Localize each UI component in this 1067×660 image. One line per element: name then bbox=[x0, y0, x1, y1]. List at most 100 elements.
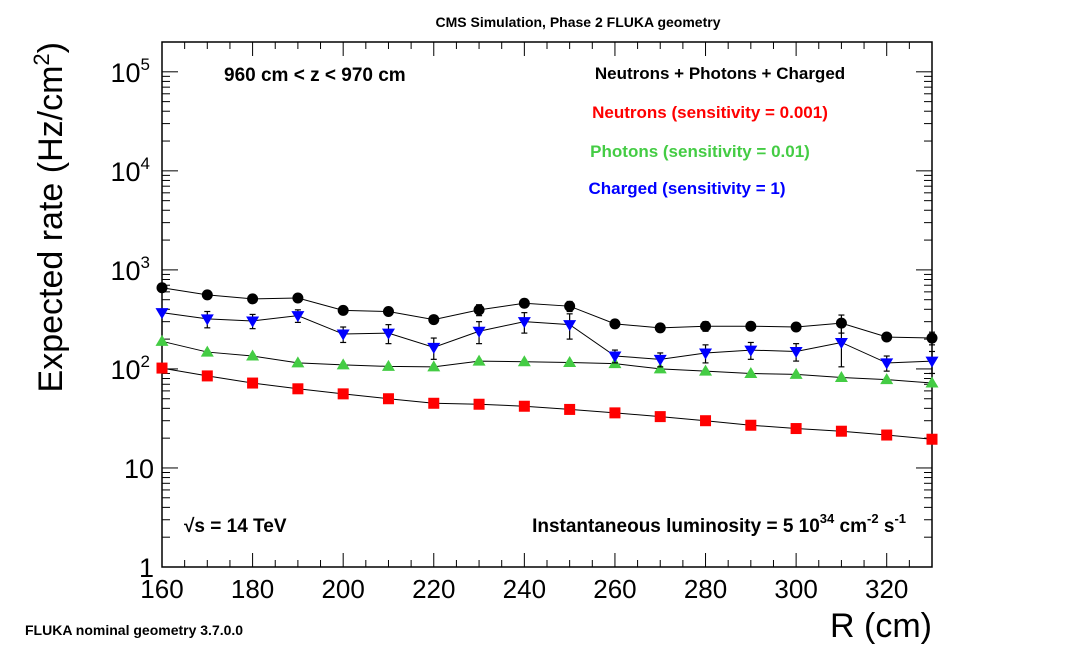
data-point bbox=[790, 321, 802, 333]
data-point bbox=[653, 354, 667, 366]
data-point bbox=[156, 362, 168, 374]
data-point bbox=[336, 329, 350, 341]
data-point bbox=[745, 419, 757, 431]
series-0 bbox=[156, 282, 938, 346]
data-point bbox=[472, 354, 486, 366]
data-point bbox=[699, 364, 713, 376]
data-point bbox=[291, 311, 305, 323]
data-point bbox=[700, 320, 712, 332]
data-point bbox=[880, 358, 894, 370]
data-point bbox=[700, 415, 712, 427]
data-point bbox=[381, 359, 395, 371]
data-point bbox=[427, 360, 441, 372]
data-point bbox=[925, 376, 939, 388]
chart-title: CMS Simulation, Phase 2 FLUKA geometry bbox=[436, 14, 721, 30]
footer-label: FLUKA nominal geometry 3.7.0.0 bbox=[25, 622, 243, 638]
data-point bbox=[881, 429, 893, 441]
legend: Neutrons + Photons + Charged Neutrons (se… bbox=[589, 64, 846, 198]
data-point bbox=[926, 433, 938, 445]
series-2 bbox=[155, 334, 939, 388]
data-point bbox=[200, 345, 214, 357]
x-tick-label: 220 bbox=[412, 574, 455, 604]
data-point bbox=[744, 345, 758, 357]
y-tick-label: 105 bbox=[110, 55, 150, 88]
series-line bbox=[161, 367, 933, 440]
data-point bbox=[925, 356, 939, 368]
data-point bbox=[246, 316, 260, 328]
data-point bbox=[699, 348, 713, 360]
data-point bbox=[292, 292, 304, 304]
x-tick-label: 200 bbox=[321, 574, 364, 604]
data-point bbox=[926, 332, 938, 344]
data-point bbox=[472, 326, 486, 338]
x-tick-label: 240 bbox=[503, 574, 546, 604]
x-tick-label: 300 bbox=[774, 574, 817, 604]
data-point bbox=[427, 342, 441, 354]
legend-entry: Neutrons (sensitivity = 0.001) bbox=[592, 103, 828, 122]
data-point bbox=[292, 383, 304, 395]
x-tick-label: 320 bbox=[865, 574, 908, 604]
series-line bbox=[161, 287, 933, 339]
y-tick-label: 102 bbox=[110, 352, 150, 385]
data-point bbox=[247, 293, 259, 305]
data-point bbox=[835, 317, 847, 329]
x-tick-label: 280 bbox=[684, 574, 727, 604]
data-point bbox=[381, 328, 395, 340]
z-range-label: 960 cm < z < 970 cm bbox=[224, 65, 406, 86]
data-point bbox=[247, 377, 259, 389]
data-point bbox=[517, 317, 531, 329]
data-point bbox=[201, 370, 213, 382]
data-point bbox=[653, 362, 667, 374]
data-point bbox=[790, 423, 802, 435]
y-tick-label: 103 bbox=[110, 253, 150, 286]
data-point bbox=[518, 297, 530, 309]
luminosity-label: Instantaneous luminosity = 5 1034 cm-2 s… bbox=[532, 511, 906, 537]
data-point bbox=[563, 356, 577, 368]
data-point bbox=[428, 397, 440, 409]
plot-area: 160 180 200 220 240 260 280 300 320 1 10 102 103 104 1… bbox=[110, 41, 939, 604]
data-point bbox=[337, 304, 349, 316]
data-point bbox=[744, 366, 758, 378]
data-point bbox=[563, 320, 577, 332]
series-line bbox=[161, 340, 933, 384]
data-point bbox=[564, 403, 576, 415]
legend-entry: Charged (sensitivity = 1) bbox=[589, 179, 786, 198]
data-point bbox=[654, 411, 666, 423]
data-point bbox=[336, 358, 350, 370]
data-point bbox=[834, 370, 848, 382]
series-1 bbox=[156, 362, 938, 445]
data-point bbox=[609, 318, 621, 330]
data-point bbox=[200, 314, 214, 326]
data-point bbox=[291, 356, 305, 368]
x-tick-label: 180 bbox=[231, 574, 274, 604]
y-tick-label: 104 bbox=[110, 154, 150, 187]
x-tick-label: 260 bbox=[593, 574, 636, 604]
data-point bbox=[473, 304, 485, 316]
data-point bbox=[156, 282, 168, 294]
data-point bbox=[337, 388, 349, 400]
data-point bbox=[609, 407, 621, 419]
data-point bbox=[745, 320, 757, 332]
data-point bbox=[518, 400, 530, 412]
legend-entry: Neutrons + Photons + Charged bbox=[595, 64, 845, 83]
data-point bbox=[246, 349, 260, 361]
data-point bbox=[382, 393, 394, 405]
data-point bbox=[789, 367, 803, 379]
data-point bbox=[155, 308, 169, 320]
data-point bbox=[517, 355, 531, 367]
data-point bbox=[835, 425, 847, 437]
data-point bbox=[155, 334, 169, 346]
y-axis-title: Expected rate (Hz/cm2) bbox=[29, 42, 70, 392]
data-point bbox=[382, 306, 394, 318]
sqrt-s-label: √s = 14 TeV bbox=[184, 516, 287, 537]
data-point bbox=[654, 322, 666, 334]
data-point bbox=[834, 337, 848, 349]
data-point bbox=[789, 346, 803, 358]
data-point bbox=[473, 398, 485, 410]
y-tick-label: 1 bbox=[139, 553, 154, 583]
y-tick-label: 10 bbox=[124, 454, 154, 484]
series-3 bbox=[155, 308, 939, 375]
data-point bbox=[428, 314, 440, 326]
data-point bbox=[880, 373, 894, 385]
